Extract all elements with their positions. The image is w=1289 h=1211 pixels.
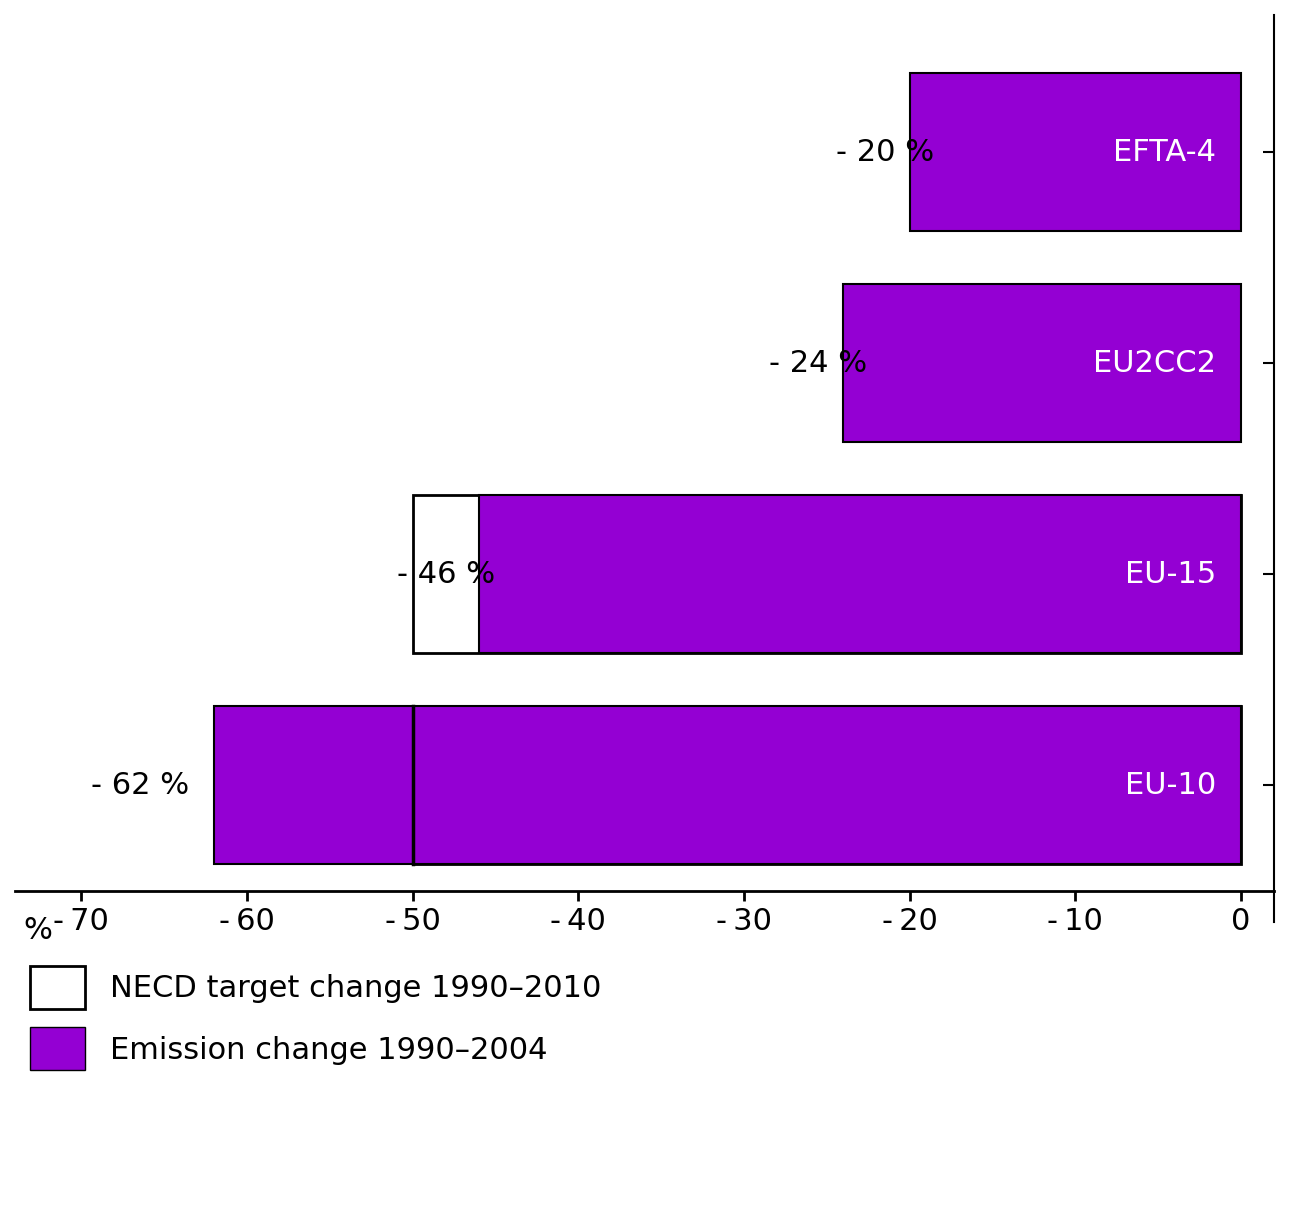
Text: EU-15: EU-15 <box>1125 559 1216 589</box>
Text: - 46 %: - 46 % <box>397 559 495 589</box>
Bar <box>412 706 1241 865</box>
Text: EU-10: EU-10 <box>1125 770 1216 799</box>
Bar <box>910 73 1241 231</box>
Bar <box>478 495 1241 653</box>
Text: - 62 %: - 62 % <box>90 770 189 799</box>
Text: %: % <box>23 916 52 945</box>
Bar <box>214 706 1241 865</box>
Text: - 24 %: - 24 % <box>770 349 867 378</box>
Text: EU2CC2: EU2CC2 <box>1093 349 1216 378</box>
Bar <box>843 285 1241 442</box>
Text: - 20 %: - 20 % <box>835 138 933 167</box>
Bar <box>412 495 1241 653</box>
Legend: NECD target change 1990–2010, Emission change 1990–2004: NECD target change 1990–2010, Emission c… <box>30 965 601 1071</box>
Text: EFTA-4: EFTA-4 <box>1112 138 1216 167</box>
